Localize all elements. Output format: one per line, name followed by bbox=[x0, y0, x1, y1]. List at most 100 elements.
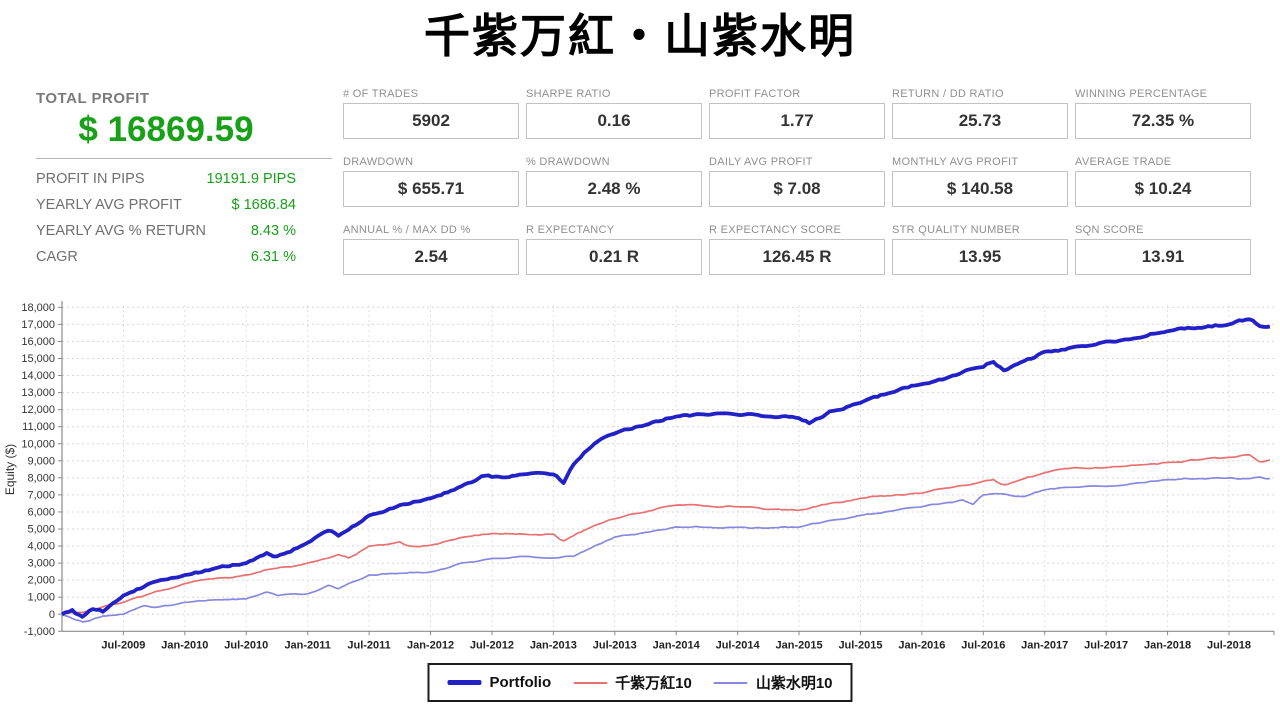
stat-cell: PROFIT FACTOR 1.77 bbox=[709, 88, 885, 139]
stats-grid: # OF TRADES 5902 SHARPE RATIO 0.16 PROFIT FA… bbox=[343, 88, 1251, 275]
summary-row-value: 6.31 % bbox=[250, 249, 296, 265]
legend-item: 千紫万紅10 bbox=[573, 672, 692, 693]
stat-cell: % DRAWDOWN 2.48 % bbox=[526, 156, 702, 207]
summary-row-value: $ 1686.84 bbox=[231, 197, 296, 213]
y-tick-label: 8,000 bbox=[27, 472, 55, 484]
y-tick-label: 12,000 bbox=[21, 404, 55, 416]
y-tick-label: 7,000 bbox=[27, 489, 55, 501]
summary-row-label: PROFIT IN PIPS bbox=[36, 171, 145, 187]
y-tick-label: 16,000 bbox=[21, 336, 55, 348]
stat-cell: AVERAGE TRADE $ 10.24 bbox=[1075, 156, 1251, 207]
total-profit-label: TOTAL PROFIT bbox=[36, 90, 150, 107]
summary-rows: PROFIT IN PIPS 19191.9 PIPS YEARLY AVG PRO… bbox=[36, 166, 296, 270]
stat-value-box: 25.73 bbox=[892, 103, 1068, 139]
stat-label: R EXPECTANCY SCORE bbox=[709, 224, 842, 236]
y-tick-label: 18,000 bbox=[21, 302, 55, 314]
summary-row-label: YEARLY AVG % RETURN bbox=[36, 223, 207, 239]
stat-value-box: 13.91 bbox=[1075, 239, 1251, 275]
stat-value-box: 5902 bbox=[343, 103, 519, 139]
x-tick-label: Jan-2012 bbox=[407, 639, 454, 651]
x-tick-label: Jul-2011 bbox=[347, 639, 390, 651]
page-title: 千紫万紅・山紫水明 bbox=[424, 10, 856, 62]
legend-item: 山紫水明10 bbox=[713, 672, 833, 693]
stat-label: DAILY AVG PROFIT bbox=[709, 156, 813, 168]
y-tick-label: 14,000 bbox=[21, 370, 55, 382]
x-tick-label: Jan-2017 bbox=[1021, 639, 1068, 651]
y-tick-label: 3,000 bbox=[27, 558, 55, 570]
legend-label: 山紫水明10 bbox=[755, 675, 833, 692]
legend-swatch bbox=[573, 681, 608, 684]
x-tick-label: Jul-2010 bbox=[224, 639, 268, 651]
stat-label: R EXPECTANCY bbox=[526, 224, 615, 236]
stat-cell: RETURN / DD RATIO 25.73 bbox=[892, 88, 1068, 139]
y-tick-label: -1,000 bbox=[24, 626, 55, 638]
x-tick-label: Jan-2013 bbox=[530, 639, 577, 651]
stat-label: PROFIT FACTOR bbox=[709, 88, 801, 100]
x-tick-label: Jul-2009 bbox=[101, 639, 145, 651]
series-line-2 bbox=[61, 476, 1270, 623]
summary-row-label: CAGR bbox=[36, 249, 78, 265]
y-tick-label: 2,000 bbox=[27, 575, 55, 587]
x-tick-label: Jul-2012 bbox=[470, 639, 514, 651]
y-tick-label: 13,000 bbox=[21, 387, 55, 399]
legend-label: Portfolio bbox=[489, 674, 552, 691]
series-line-portfolio bbox=[61, 317, 1271, 619]
legend-swatch bbox=[713, 681, 748, 684]
stat-value-box: 0.21 R bbox=[526, 239, 702, 275]
series-line-1 bbox=[61, 453, 1271, 616]
stat-value-box: 126.45 R bbox=[709, 239, 885, 275]
summary-row: PROFIT IN PIPS 19191.9 PIPS bbox=[36, 166, 296, 192]
y-tick-label: 6,000 bbox=[27, 506, 55, 518]
stat-cell: WINNING PERCENTAGE 72.35 % bbox=[1075, 88, 1251, 139]
stat-value-box: $ 655.71 bbox=[343, 171, 519, 207]
x-tick-label: Jan-2010 bbox=[161, 639, 208, 651]
y-tick-label: 0 bbox=[49, 609, 55, 621]
stat-label: # OF TRADES bbox=[343, 88, 419, 100]
stat-label: RETURN / DD RATIO bbox=[892, 88, 1004, 100]
summary-row-value: 8.43 % bbox=[250, 223, 296, 239]
y-tick-label: 10,000 bbox=[21, 438, 55, 450]
stat-cell: ANNUAL % / MAX DD % 2.54 bbox=[343, 224, 519, 275]
stat-value-box: $ 10.24 bbox=[1075, 171, 1251, 207]
y-tick-label: 15,000 bbox=[21, 353, 55, 365]
summary-row-label: YEARLY AVG PROFIT bbox=[36, 197, 182, 213]
stat-label: % DRAWDOWN bbox=[526, 156, 610, 168]
summary-row-value: 19191.9 PIPS bbox=[206, 171, 297, 187]
y-axis-title: Equity ($) bbox=[3, 444, 17, 495]
stat-cell: DAILY AVG PROFIT $ 7.08 bbox=[709, 156, 885, 207]
y-tick-label: 4,000 bbox=[27, 541, 55, 553]
stat-cell: SHARPE RATIO 0.16 bbox=[526, 88, 702, 139]
stat-value-box: 72.35 % bbox=[1075, 103, 1251, 139]
x-tick-label: Jan-2015 bbox=[775, 639, 822, 651]
chart-legend: Portfolio 千紫万紅10 山紫水明10 bbox=[427, 663, 853, 702]
stat-label: DRAWDOWN bbox=[343, 156, 414, 168]
stat-value-box: 13.95 bbox=[892, 239, 1068, 275]
y-tick-label: 17,000 bbox=[21, 319, 55, 331]
stat-label: SHARPE RATIO bbox=[526, 88, 611, 100]
x-tick-label: Jan-2011 bbox=[284, 639, 330, 651]
legend-item: Portfolio bbox=[447, 674, 551, 691]
x-tick-label: Jul-2016 bbox=[961, 639, 1005, 651]
y-tick-label: 11,000 bbox=[22, 421, 55, 433]
legend-label: 千紫万紅10 bbox=[615, 675, 692, 692]
stat-cell: R EXPECTANCY 0.21 R bbox=[526, 224, 702, 275]
x-tick-label: Jul-2017 bbox=[1084, 639, 1128, 651]
stat-value-box: $ 7.08 bbox=[709, 171, 885, 207]
x-tick-label: Jan-2014 bbox=[653, 639, 701, 651]
summary-row: YEARLY AVG PROFIT $ 1686.84 bbox=[36, 192, 296, 218]
x-tick-label: Jan-2018 bbox=[1144, 639, 1191, 651]
stat-label: WINNING PERCENTAGE bbox=[1075, 88, 1208, 100]
stat-cell: STR QUALITY NUMBER 13.95 bbox=[892, 224, 1068, 275]
summary-row: YEARLY AVG % RETURN 8.43 % bbox=[36, 218, 296, 244]
y-tick-label: 1,000 bbox=[27, 592, 55, 604]
stat-value-box: 0.16 bbox=[526, 103, 702, 139]
stat-cell: MONTHLY AVG PROFIT $ 140.58 bbox=[892, 156, 1068, 207]
stat-cell: SQN SCORE 13.91 bbox=[1075, 224, 1251, 275]
stat-value-box: 2.54 bbox=[343, 239, 519, 275]
stat-label: SQN SCORE bbox=[1075, 224, 1144, 236]
equity-chart-canvas: -1,000 0 1,000 2,000 3,000 4,000 5,000 6,000 7,0… bbox=[3, 301, 1275, 651]
legend-swatch bbox=[447, 680, 482, 685]
stat-value-box: 2.48 % bbox=[526, 171, 702, 207]
x-tick-label: Jul-2014 bbox=[716, 639, 761, 651]
summary-panel: TOTAL PROFIT $ 16869.59 PROFIT IN PIPS 19… bbox=[36, 90, 332, 270]
